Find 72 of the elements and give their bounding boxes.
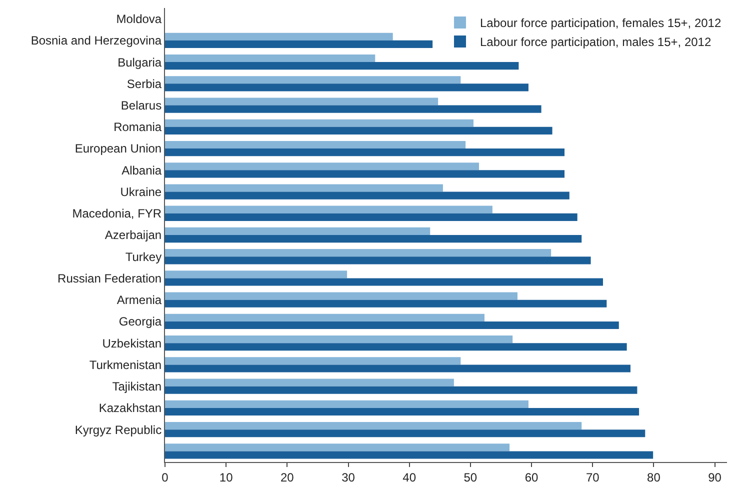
y-tick-label: Russian Federation bbox=[58, 271, 162, 286]
y-tick-label: European Union bbox=[74, 142, 162, 156]
bar bbox=[165, 162, 479, 170]
x-tick-label: 70 bbox=[586, 470, 600, 484]
x-tick-label: 60 bbox=[524, 470, 539, 484]
bar bbox=[165, 140, 466, 149]
y-tick-label: Georgia bbox=[118, 314, 162, 329]
bar bbox=[165, 270, 348, 278]
bar bbox=[165, 314, 484, 322]
x-tick-label: 20 bbox=[280, 470, 294, 484]
bar bbox=[165, 235, 582, 243]
x-tick-label: 80 bbox=[647, 470, 661, 484]
bar bbox=[165, 336, 513, 344]
y-tick-label: Tajikistan bbox=[112, 380, 162, 394]
bar bbox=[165, 256, 591, 264]
bar bbox=[165, 321, 619, 330]
bar bbox=[165, 32, 393, 40]
y-tick-label: Armenia bbox=[116, 293, 162, 308]
y-tick-label: Azerbaijan bbox=[104, 228, 162, 242]
y-tick-label: Albania bbox=[122, 163, 162, 178]
bar bbox=[165, 119, 474, 127]
bar bbox=[165, 357, 461, 365]
bar bbox=[165, 292, 518, 300]
x-tick-label: 10 bbox=[219, 470, 234, 484]
y-tick-label: Moldova bbox=[116, 12, 162, 26]
bar bbox=[165, 206, 492, 214]
bar bbox=[165, 213, 578, 221]
y-tick-label: Romania bbox=[114, 120, 162, 134]
y-tick-label: Turkmenistan bbox=[89, 358, 162, 372]
bar bbox=[165, 444, 510, 452]
y-tick-label: Bosnia and Herzegovina bbox=[30, 34, 162, 48]
bar bbox=[165, 227, 430, 235]
bar bbox=[165, 451, 654, 459]
bar bbox=[165, 76, 461, 84]
x-tick-label: 90 bbox=[708, 470, 722, 484]
bar bbox=[165, 400, 528, 408]
bar bbox=[165, 343, 627, 351]
y-tick-label: Kazakhstan bbox=[98, 401, 162, 416]
y-tick-label: Kyrgyz Republic bbox=[74, 422, 162, 437]
y-tick-label: Ukraine bbox=[120, 184, 162, 199]
bar bbox=[165, 40, 433, 48]
bar bbox=[165, 192, 570, 200]
legend-label: Labour force participation, females 15+, 2012 bbox=[480, 16, 722, 30]
y-tick-label: Belarus bbox=[120, 98, 162, 112]
bar bbox=[165, 408, 640, 416]
bar bbox=[165, 84, 528, 92]
x-tick-label: 50 bbox=[464, 470, 478, 484]
bar bbox=[165, 105, 542, 113]
bar bbox=[165, 62, 519, 70]
bar bbox=[165, 364, 630, 372]
bar bbox=[165, 300, 607, 308]
y-tick-label: Bulgaria bbox=[118, 55, 162, 70]
bar bbox=[165, 422, 582, 430]
bar bbox=[165, 170, 565, 178]
bar bbox=[165, 378, 454, 386]
bar bbox=[165, 54, 376, 62]
x-tick-label: 0 bbox=[162, 470, 169, 484]
bar bbox=[165, 386, 638, 394]
bar bbox=[165, 430, 646, 438]
bar bbox=[165, 98, 438, 106]
bar bbox=[165, 148, 565, 156]
x-tick-label: 40 bbox=[402, 470, 416, 484]
bar bbox=[165, 184, 443, 192]
bar bbox=[165, 126, 552, 134]
x-tick-label: 30 bbox=[342, 470, 356, 484]
legend-label: Labour force participation, males 15+, 2012 bbox=[480, 35, 712, 50]
bar bbox=[165, 249, 552, 257]
y-tick-label: Macedonia, FYR bbox=[72, 206, 162, 221]
bar bbox=[165, 278, 603, 286]
y-tick-label: Serbia bbox=[126, 76, 162, 91]
y-tick-label: Uzbekistan bbox=[102, 336, 162, 350]
y-tick-label: Turkey bbox=[125, 250, 162, 264]
